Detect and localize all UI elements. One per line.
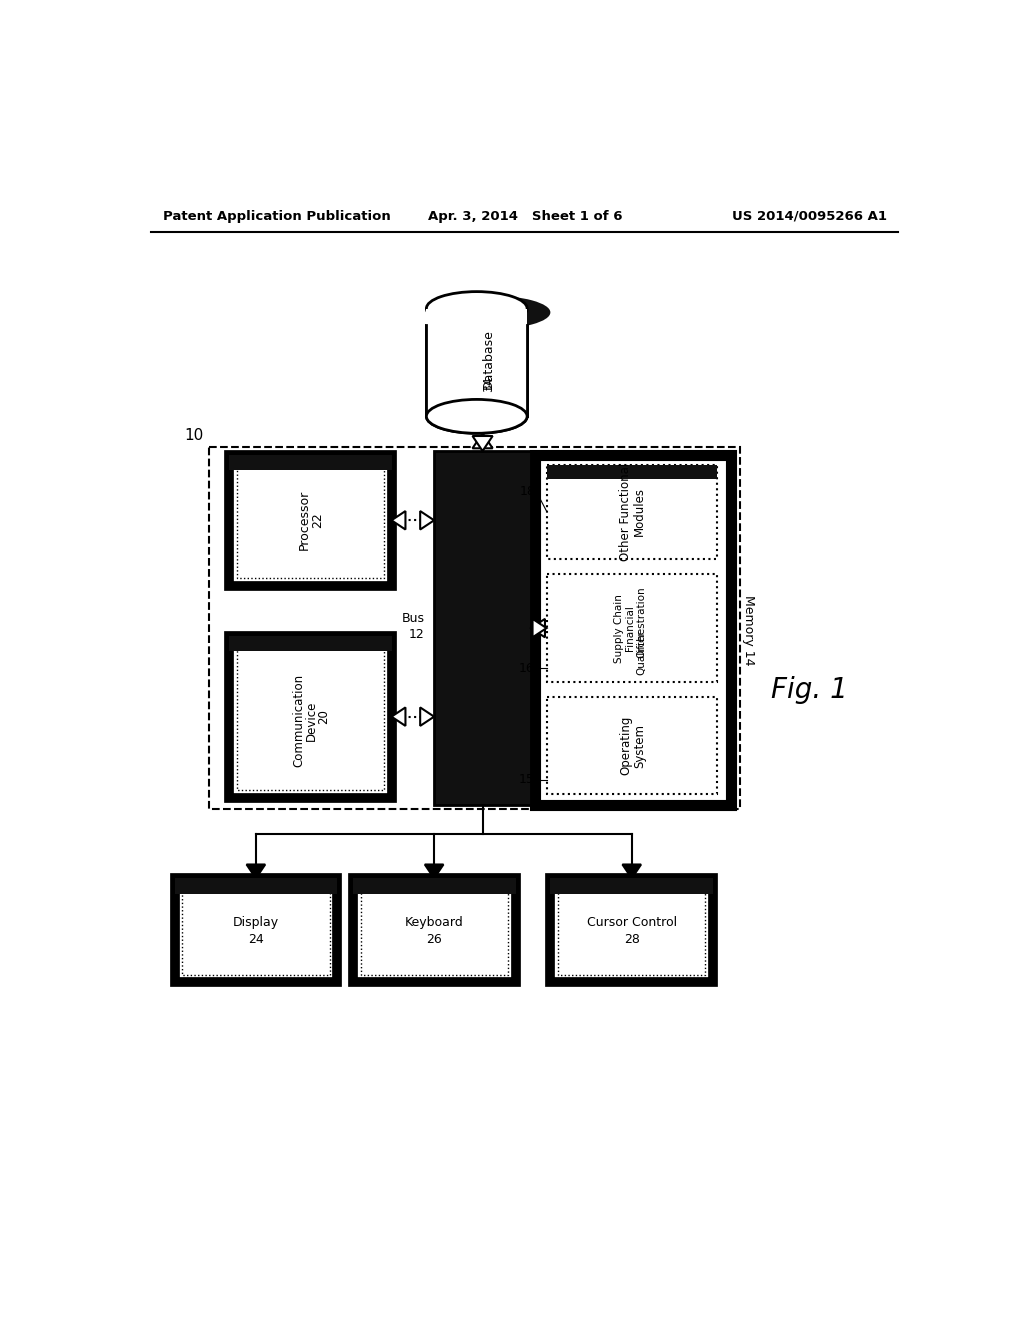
Bar	[550, 878, 713, 982]
Bar	[237, 462, 384, 578]
Text: Operating: Operating	[620, 715, 632, 775]
Text: 16: 16	[519, 661, 535, 675]
Text: Supply Chain: Supply Chain	[614, 594, 625, 663]
Text: 22: 22	[311, 512, 325, 528]
Bar	[228, 636, 391, 797]
Text: US 2014/0095266 A1: US 2014/0095266 A1	[732, 210, 887, 223]
Text: Communication: Communication	[293, 675, 306, 767]
Polygon shape	[472, 433, 493, 449]
Bar	[550, 878, 713, 894]
Bar	[352, 878, 515, 894]
Bar	[426, 309, 527, 416]
Text: Cursor Control: Cursor Control	[587, 916, 677, 929]
Bar	[360, 886, 508, 974]
Text: Modules: Modules	[633, 487, 646, 536]
Text: Qualifier: Qualifier	[636, 631, 646, 675]
Text: 24: 24	[248, 933, 264, 946]
Bar	[228, 455, 391, 470]
Text: Apr. 3, 2014   Sheet 1 of 6: Apr. 3, 2014 Sheet 1 of 6	[428, 210, 622, 223]
Text: Database: Database	[482, 329, 495, 388]
Bar	[352, 878, 515, 982]
Text: 10: 10	[184, 428, 203, 444]
Bar	[174, 878, 337, 894]
Bar	[547, 574, 717, 682]
Polygon shape	[420, 708, 434, 726]
Polygon shape	[531, 619, 545, 638]
Text: Fig. 1: Fig. 1	[771, 676, 848, 704]
Text: Processor: Processor	[297, 490, 310, 550]
Text: System: System	[633, 723, 646, 767]
Text: 12: 12	[409, 628, 425, 640]
Bar	[174, 878, 337, 982]
Ellipse shape	[426, 296, 550, 330]
Text: Patent Application Publication: Patent Application Publication	[163, 210, 390, 223]
Text: Other Functional: Other Functional	[620, 463, 632, 561]
Ellipse shape	[426, 400, 527, 433]
Bar	[547, 697, 717, 793]
Polygon shape	[472, 436, 493, 451]
Text: Device: Device	[305, 701, 318, 741]
Bar	[558, 886, 706, 974]
Text: Keyboard: Keyboard	[404, 916, 464, 929]
Text: 15: 15	[519, 774, 535, 787]
Bar	[547, 465, 717, 558]
Bar	[182, 886, 330, 974]
Bar	[228, 455, 391, 586]
Text: Display: Display	[232, 916, 279, 929]
Bar	[426, 309, 527, 416]
Polygon shape	[425, 865, 443, 878]
Bar	[237, 644, 384, 789]
Polygon shape	[623, 865, 641, 878]
Polygon shape	[532, 619, 547, 638]
Text: Financial: Financial	[626, 605, 635, 651]
Bar	[228, 636, 391, 651]
Polygon shape	[391, 511, 406, 529]
Text: Bus: Bus	[401, 612, 425, 626]
Text: 34: 34	[482, 376, 495, 392]
Text: 20: 20	[317, 709, 331, 725]
Text: Orchestration: Orchestration	[636, 586, 646, 657]
Text: 18: 18	[520, 486, 536, 499]
Bar	[209, 447, 740, 809]
Polygon shape	[420, 511, 434, 529]
Ellipse shape	[426, 292, 527, 326]
Text: 26: 26	[426, 933, 442, 946]
Bar	[535, 455, 731, 805]
Polygon shape	[391, 708, 406, 726]
Bar	[547, 465, 717, 479]
Text: 28: 28	[624, 933, 640, 946]
Bar	[434, 451, 531, 805]
Polygon shape	[247, 865, 265, 878]
Text: Memory 14: Memory 14	[741, 595, 755, 665]
Ellipse shape	[426, 400, 527, 433]
